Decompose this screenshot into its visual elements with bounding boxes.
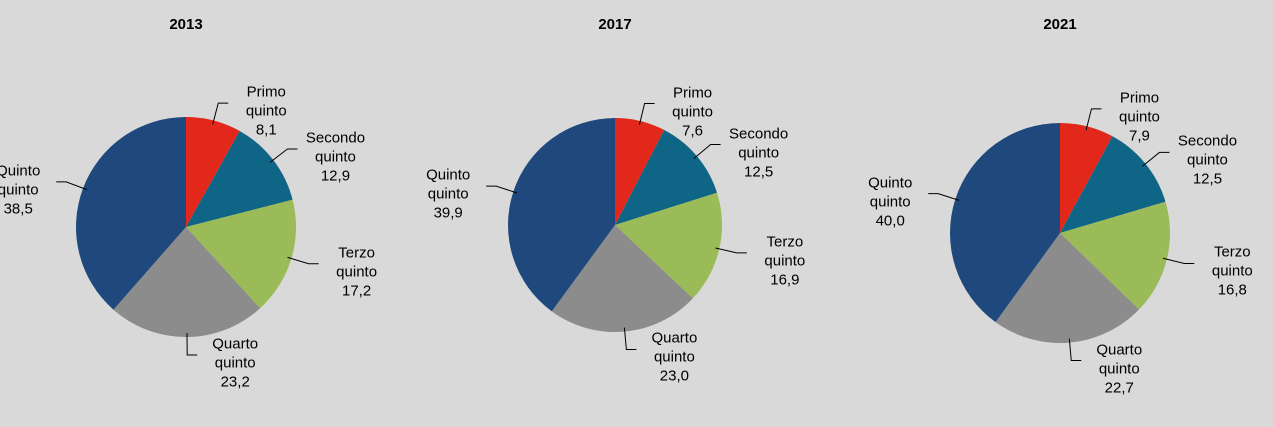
- slice-label: Quarto quinto 23,2: [195, 334, 275, 391]
- slice-label: Quinto quinto 38,5: [0, 161, 58, 218]
- leader-line: [1068, 338, 1082, 362]
- chart-title: 2021: [1043, 16, 1077, 33]
- pie-slice: [615, 192, 722, 299]
- value-label: 16,9: [770, 271, 800, 289]
- pie-slice: [186, 117, 240, 227]
- pie-slice: [949, 123, 1060, 323]
- category-label: Terzo quinto: [764, 233, 806, 270]
- value-label: 12,5: [1192, 170, 1223, 188]
- category-label: Terzo quinto: [1211, 243, 1253, 280]
- category-label: Primo quinto: [245, 83, 287, 120]
- pie-slice: [113, 227, 261, 337]
- value-label: 40,0: [875, 212, 905, 230]
- slice-label: Terzo quinto 16,8: [1192, 243, 1272, 300]
- category-label: Secondo quinto: [729, 125, 789, 161]
- category-label: Secondo quinto: [305, 129, 366, 166]
- leader-line: [186, 332, 198, 356]
- pie-slice: [995, 233, 1140, 343]
- pie-slice: [1060, 136, 1166, 233]
- slice-label: Terzo quinto 16,9: [745, 232, 825, 289]
- pie-slice: [186, 130, 293, 227]
- leader-line: [486, 185, 518, 194]
- leader-line: [638, 103, 655, 126]
- category-label: Quarto quinto: [651, 329, 698, 366]
- pie-slice: [1060, 201, 1170, 310]
- pie-slice: [76, 117, 186, 310]
- leader-line: [928, 193, 960, 201]
- slice-label: Primo quinto 7,6: [653, 83, 733, 140]
- category-label: Terzo quinto: [336, 244, 378, 281]
- value-label: 8,1: [255, 121, 277, 139]
- leader-line: [1085, 108, 1102, 131]
- value-label: 38,5: [3, 200, 33, 218]
- slice-label: Secondo quinto 12,9: [295, 128, 375, 185]
- value-label: 39,9: [433, 204, 463, 222]
- slice-label: Quarto quinto 23,0: [634, 329, 714, 386]
- category-label: Primo quinto: [672, 84, 714, 121]
- slice-label: Primo quinto 7,9: [1099, 88, 1179, 145]
- slice-label: Secondo quinto 12,5: [719, 124, 799, 181]
- category-label: Quinto quinto: [868, 174, 913, 211]
- slice-label: Secondo quinto 12,5: [1167, 132, 1247, 189]
- slice-label: Quinto quinto 40,0: [850, 173, 930, 230]
- pie-slice: [508, 118, 615, 312]
- slice-label: Terzo quinto 17,2: [317, 243, 397, 300]
- value-label: 7,9: [1129, 127, 1150, 145]
- pie-slice: [1060, 123, 1113, 233]
- value-label: 22,7: [1104, 379, 1134, 396]
- leader-line: [212, 102, 229, 125]
- value-label: 16,8: [1217, 281, 1247, 299]
- pie-slice: [186, 199, 296, 309]
- leader-line: [1162, 257, 1195, 264]
- leader-line: [1142, 151, 1170, 167]
- leader-line: [715, 247, 747, 254]
- category-label: Quinto quinto: [0, 162, 41, 199]
- category-label: Quarto quinto: [212, 335, 259, 372]
- slice-label: Primo quinto 8,1: [226, 83, 306, 140]
- leader-line: [693, 144, 721, 160]
- leader-line: [269, 148, 298, 163]
- category-label: Primo quinto: [1119, 89, 1160, 126]
- pie-slice: [615, 129, 718, 225]
- leader-line: [287, 256, 319, 265]
- chart-title: 2013: [169, 16, 203, 33]
- category-label: Quinto quinto: [426, 166, 471, 203]
- value-label: 7,6: [682, 122, 703, 140]
- value-label: 12,9: [320, 167, 351, 185]
- chart-title: 2017: [598, 16, 632, 33]
- value-label: 12,5: [744, 163, 774, 180]
- category-label: Secondo quinto: [1177, 132, 1238, 169]
- slice-label: Quinto quinto 39,9: [408, 166, 488, 223]
- category-label: Quarto quinto: [1096, 341, 1143, 377]
- leader-line: [623, 327, 637, 350]
- leader-line: [56, 181, 87, 191]
- value-label: 23,0: [659, 367, 689, 385]
- pie-slice: [615, 118, 665, 225]
- value-label: 17,2: [342, 282, 372, 300]
- pie-slice: [551, 225, 693, 332]
- slice-label: Quarto quinto 22,7: [1079, 340, 1159, 397]
- value-label: 23,2: [220, 373, 250, 391]
